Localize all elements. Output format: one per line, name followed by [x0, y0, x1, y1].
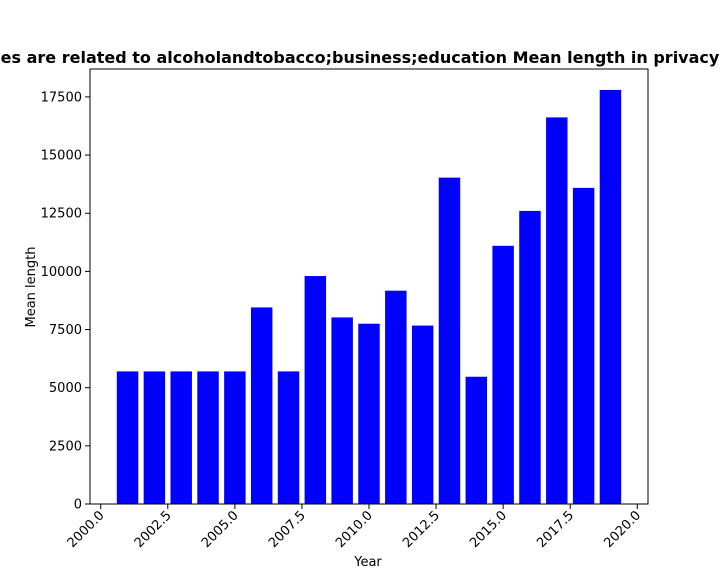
x-tick-label: 2012.5	[400, 508, 443, 551]
bar	[224, 371, 246, 504]
bar	[143, 371, 166, 504]
y-tick-label: 5000	[49, 381, 82, 396]
x-tick-label: 2005.0	[199, 508, 242, 551]
bar	[170, 371, 192, 504]
bar	[331, 317, 353, 504]
x-tick-label: 2017.5	[534, 508, 577, 551]
y-tick-label: 7500	[49, 323, 82, 338]
bar	[492, 245, 514, 504]
bar	[385, 290, 407, 504]
bar	[572, 187, 595, 504]
x-tick-label: 2002.5	[132, 508, 175, 551]
bar	[304, 276, 327, 504]
bar	[438, 177, 461, 505]
bar	[116, 371, 139, 504]
bar	[599, 89, 622, 505]
y-tick-label: 2500	[49, 439, 82, 454]
x-tick-label: 2007.5	[266, 508, 309, 551]
y-tick-label: 17500	[41, 90, 82, 105]
bar	[358, 323, 380, 504]
x-axis-label: Year	[353, 555, 382, 570]
y-axis-label: Mean length	[24, 247, 39, 328]
y-tick-label: 10000	[41, 265, 82, 280]
y-tick-label: 15000	[41, 149, 82, 164]
bar	[197, 371, 219, 504]
bar	[411, 325, 434, 504]
y-tick-label: 12500	[41, 207, 82, 222]
y-tick-label: 0	[74, 498, 82, 513]
plot-area: 0 2500 5000 7500 10000 12500 15000 17500 2000.0 2…	[41, 68, 649, 551]
chart-title: es are related to alcoholandtobacco;busi…	[1, 48, 720, 67]
bar	[250, 307, 273, 504]
x-tick-label: 2015.0	[467, 508, 510, 551]
bar	[546, 117, 568, 505]
bar	[277, 371, 300, 504]
x-tick-label: 2020.0	[601, 508, 644, 551]
bar	[465, 376, 488, 504]
bar	[519, 210, 541, 505]
x-tick-label: 2000.0	[65, 508, 108, 551]
x-tick-label: 2010.0	[333, 508, 376, 551]
